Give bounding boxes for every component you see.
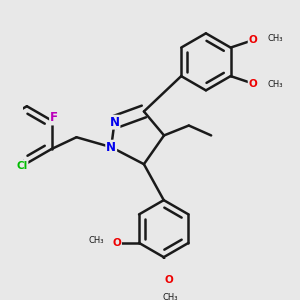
Text: Cl: Cl (16, 161, 28, 171)
Text: CH₃: CH₃ (162, 293, 178, 300)
Text: F: F (50, 112, 58, 124)
Text: N: N (106, 141, 116, 154)
Text: O: O (164, 274, 173, 284)
Text: CH₃: CH₃ (268, 34, 283, 43)
Text: O: O (249, 35, 257, 45)
Text: CH₃: CH₃ (89, 236, 104, 245)
Text: O: O (112, 238, 121, 248)
Text: CH₃: CH₃ (268, 80, 283, 89)
Text: N: N (110, 116, 119, 129)
Text: O: O (249, 79, 257, 88)
